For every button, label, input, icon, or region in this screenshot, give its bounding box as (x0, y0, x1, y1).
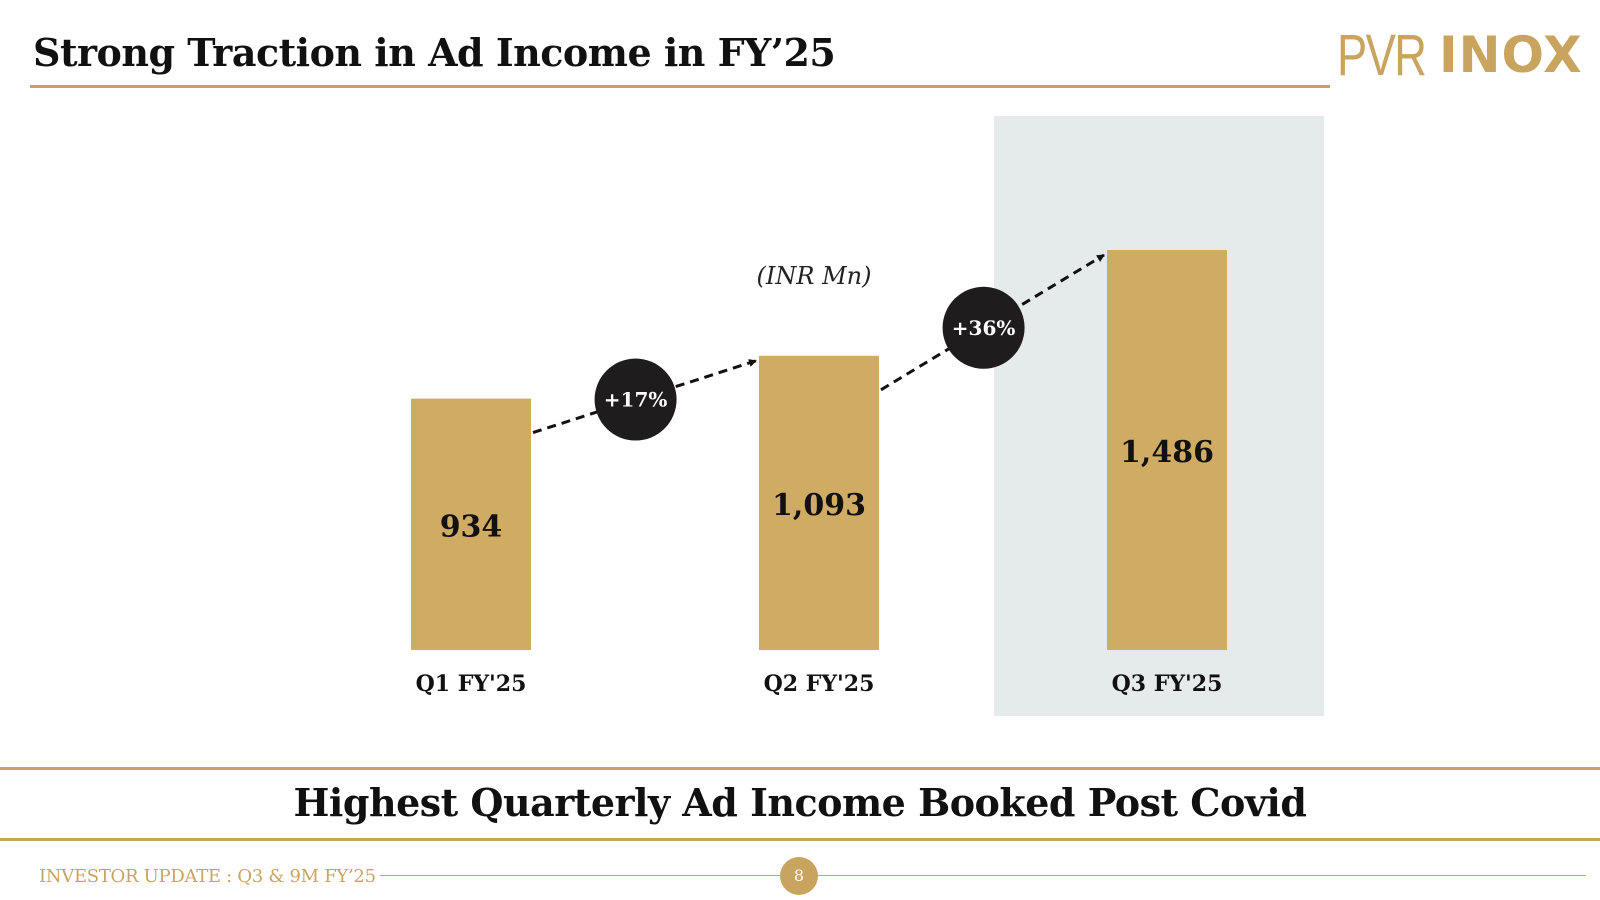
growth-badge-2 (942, 286, 1025, 369)
bar-value-label-2: 1,093 (772, 488, 866, 523)
growth-arrow-2 (880, 253, 1105, 392)
bar-3 (1107, 250, 1227, 650)
bar-value-label-1: 934 (440, 509, 503, 544)
category-label-3: Q3 FY'25 (1112, 671, 1223, 697)
bar-2 (759, 355, 879, 650)
footer-label: INVESTOR UPDATE : Q3 & 9M FY’25 (39, 866, 380, 887)
unit-note: (INR Mn) (757, 262, 872, 290)
logo-pvr-text: PVR (1337, 23, 1427, 88)
growth-badge-1 (594, 358, 677, 441)
growth-arrow-1 (532, 359, 757, 435)
highlight-banner: Highest Quarterly Ad Income Booked Post … (293, 780, 1307, 825)
page-number-badge: 8 (780, 857, 818, 895)
banner-bottom-rule (0, 838, 1600, 841)
logo-inox-text: INOX (1439, 26, 1583, 84)
pvr-inox-logo: PVR INOX (1337, 18, 1587, 88)
category-label-2: Q2 FY'25 (764, 671, 875, 697)
title-underline (30, 85, 1330, 88)
bar-1 (411, 398, 531, 650)
slide-title: Strong Traction in Ad Income in FY’25 (33, 30, 836, 75)
banner-top-rule (0, 767, 1600, 770)
growth-badge-label-2: +36% (952, 316, 1016, 340)
growth-badge-label-1: +17% (604, 388, 668, 412)
bar-value-label-3: 1,486 (1120, 435, 1214, 470)
category-label-1: Q1 FY'25 (416, 671, 527, 697)
footer-line (378, 875, 1586, 876)
